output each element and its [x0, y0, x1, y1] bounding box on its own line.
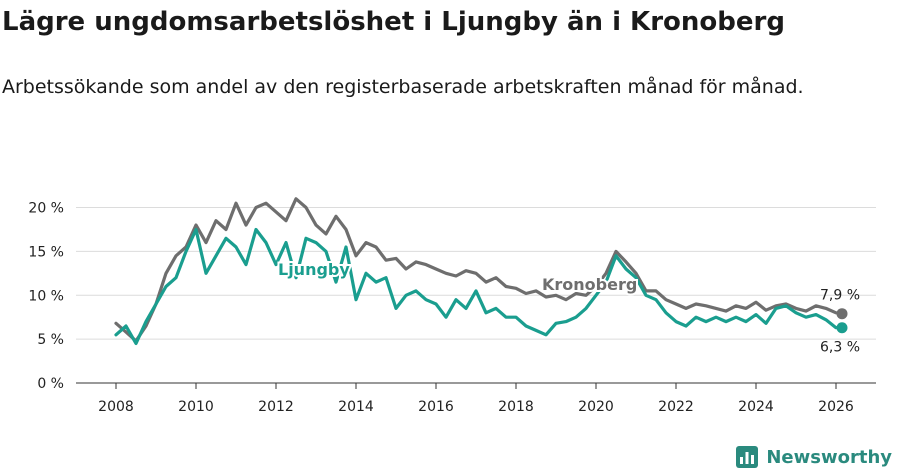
- chart-title: Lägre ungdomsarbetslöshet i Ljungby än i…: [2, 7, 785, 37]
- y-tick-label: 20 %: [28, 201, 64, 217]
- x-tick-label: 2016: [418, 399, 454, 415]
- chart-subtitle: Arbetssökande som andel av den registerb…: [2, 76, 804, 98]
- y-tick-label: 10 %: [28, 288, 64, 304]
- end-label-kronoberg: 7,9 %: [820, 288, 860, 304]
- x-tick-label: 2026: [818, 399, 854, 415]
- brand-name: Newsworthy: [766, 446, 892, 468]
- x-tick-label: 2024: [738, 399, 774, 415]
- series-line-ljungby: [114, 227, 844, 346]
- x-tick-label: 2012: [258, 399, 294, 415]
- newsworthy-logo-icon: [736, 446, 759, 468]
- series-label-kronoberg: Kronoberg: [542, 275, 637, 294]
- series-line-kronoberg: [114, 197, 844, 343]
- y-tick-label: 0 %: [37, 376, 64, 392]
- x-tick-label: 2022: [658, 399, 694, 415]
- y-tick-label: 5 %: [37, 332, 64, 348]
- x-tick-label: 2014: [338, 399, 374, 415]
- end-label-ljungby: 6,3 %: [820, 340, 860, 356]
- end-point-kronoberg: [836, 308, 848, 320]
- y-tick-label: 15 %: [28, 244, 64, 260]
- x-tick-label: 2018: [498, 399, 534, 415]
- line-chart: 0 % 5 % 10 % 15 % 20 % 2008 2010 2012 2014 2016 20…: [28, 197, 876, 415]
- brand-logo[interactable]: Newsworthy: [736, 446, 892, 468]
- x-tick-label: 2020: [578, 399, 614, 415]
- x-tick-label: 2008: [98, 399, 134, 415]
- series-label-ljungby: Ljungby: [278, 260, 350, 279]
- end-point-ljungby: [836, 322, 848, 334]
- x-tick-label: 2010: [178, 399, 214, 415]
